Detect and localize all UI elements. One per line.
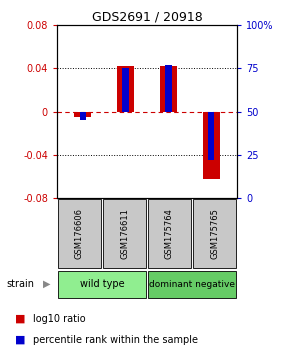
Text: GSM176611: GSM176611 [120,208,129,259]
Text: ■: ■ [15,314,26,324]
Text: GSM175764: GSM175764 [165,208,174,259]
Bar [80,112,86,120]
Text: strain: strain [6,279,34,289]
Text: GSM175765: GSM175765 [210,208,219,259]
Text: GSM176606: GSM176606 [75,208,84,259]
Bar [122,68,129,112]
Bar [165,65,172,112]
Bar [148,270,236,298]
Bar [203,112,220,179]
Bar [58,199,101,268]
Text: ■: ■ [15,335,26,345]
Bar [193,199,236,268]
Bar [208,112,214,160]
Text: ▶: ▶ [43,279,50,289]
Bar [58,270,146,298]
Text: percentile rank within the sample: percentile rank within the sample [33,335,198,345]
Bar [148,199,191,268]
Text: dominant negative: dominant negative [149,280,235,289]
Text: log10 ratio: log10 ratio [33,314,86,324]
Bar [74,112,91,117]
Title: GDS2691 / 20918: GDS2691 / 20918 [92,11,202,24]
Bar [160,66,177,112]
Text: wild type: wild type [80,279,124,289]
Bar [117,66,134,112]
Bar [103,199,146,268]
